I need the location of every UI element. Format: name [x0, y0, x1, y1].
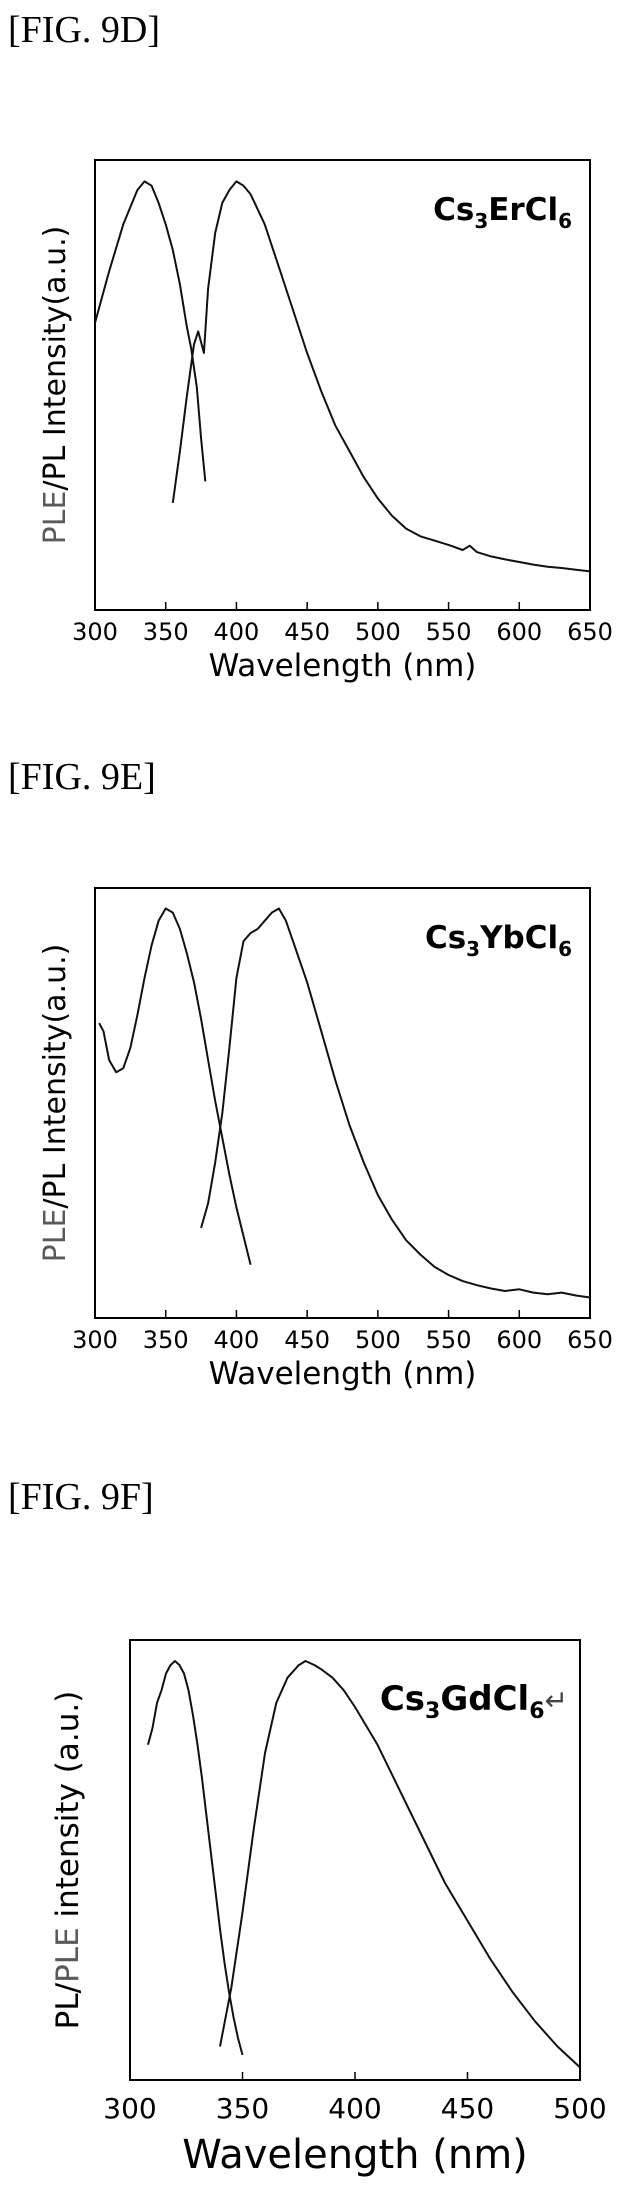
x-tick-label: 500 [355, 1326, 401, 1354]
ple-curve [147, 1660, 244, 2056]
y-axis-label: PL/PLE intensity (a.u.) [50, 1691, 86, 2030]
figure-label-9e: [FIG. 9E] [8, 756, 156, 798]
x-tick-label: 300 [103, 2092, 156, 2125]
compound-subscript: 6 [558, 209, 572, 233]
compound-text: Cs [380, 1679, 425, 1719]
compound-suffix: ↵ [545, 1684, 568, 1717]
x-tick-label: 650 [567, 1326, 613, 1354]
chart-9f: 300 350 400 450 500 Wavelength (nm) PL/PLE int… [50, 1639, 607, 2178]
ple-curve [94, 180, 207, 482]
figure-label-9f: [FIG. 9F] [8, 1476, 154, 1518]
x-tick-label: 650 [567, 618, 613, 646]
y-axis-label-segment: PLE [38, 1209, 73, 1263]
x-tick-label: 550 [426, 1326, 472, 1354]
y-axis-label-segment: PLE [50, 1927, 86, 1983]
x-tick-label: 550 [426, 618, 472, 646]
x-tick-label: 600 [496, 1326, 542, 1354]
y-axis-label: PLE/PL Intensity(a.u.) [38, 944, 73, 1263]
x-axis-label: Wavelength (nm) [209, 1356, 477, 1392]
plot-frame [94, 887, 591, 1319]
x-tick-label: 400 [214, 1326, 260, 1354]
figure-label-9d: [FIG. 9D] [8, 9, 160, 51]
x-tick-label: 500 [553, 2092, 606, 2125]
compound-text: YbCl [479, 920, 558, 956]
compound-label: Cs3GdCl6↵ [380, 1679, 568, 1724]
x-tick-label: 500 [355, 618, 401, 646]
pl-curve [171, 180, 591, 573]
plot-frame [94, 159, 591, 611]
compound-subscript: 6 [558, 937, 572, 961]
chart-9d: 300 350 400 450 500 550 600 650 Wavelength (nm) P… [38, 159, 613, 684]
x-tick-label: 400 [214, 618, 260, 646]
compound-subscript: 3 [474, 209, 488, 233]
x-tick-label: 450 [284, 1326, 330, 1354]
compound-text: GdCl [440, 1679, 529, 1719]
compound-text: Cs [425, 920, 466, 956]
x-tick-label: 400 [328, 2092, 381, 2125]
y-axis-label-segment: /PL Intensity(a.u.) [38, 944, 73, 1209]
chart-9e: 300 350 400 450 500 550 600 650 Wavelength (nm) P… [38, 887, 613, 1392]
y-axis-label-segment: PLE [38, 491, 73, 545]
compound-text: ErCl [488, 192, 558, 228]
pl-curve [219, 1660, 581, 2069]
x-tick-label: 350 [143, 1326, 189, 1354]
x-axis-label: Wavelength (nm) [209, 648, 477, 684]
ple-curve [98, 907, 252, 1266]
y-axis-label: PLE/PL Intensity(a.u.) [38, 226, 73, 545]
compound-label: Cs3YbCl6 [425, 920, 572, 961]
x-tick-label: 600 [496, 618, 542, 646]
compound-label: Cs3ErCl6 [433, 192, 572, 233]
compound-subscript: 3 [466, 937, 480, 961]
x-tick-label: 350 [143, 618, 189, 646]
x-tick-label: 350 [216, 2092, 269, 2125]
compound-subscript: 6 [529, 1699, 544, 1724]
y-axis-label-segment: intensity (a.u.) [50, 1691, 86, 1928]
pl-curve [200, 907, 591, 1299]
x-axis-label: Wavelength (nm) [182, 2132, 528, 2178]
compound-subscript: 3 [425, 1699, 440, 1724]
x-tick-label: 450 [284, 618, 330, 646]
x-tick-label: 300 [72, 618, 118, 646]
y-axis-label-segment: PL/ [50, 1982, 86, 2029]
compound-text: Cs [433, 192, 474, 228]
y-axis-label-segment: /PL Intensity(a.u.) [38, 226, 73, 491]
x-tick-label: 450 [441, 2092, 494, 2125]
x-tick-label: 300 [72, 1326, 118, 1354]
